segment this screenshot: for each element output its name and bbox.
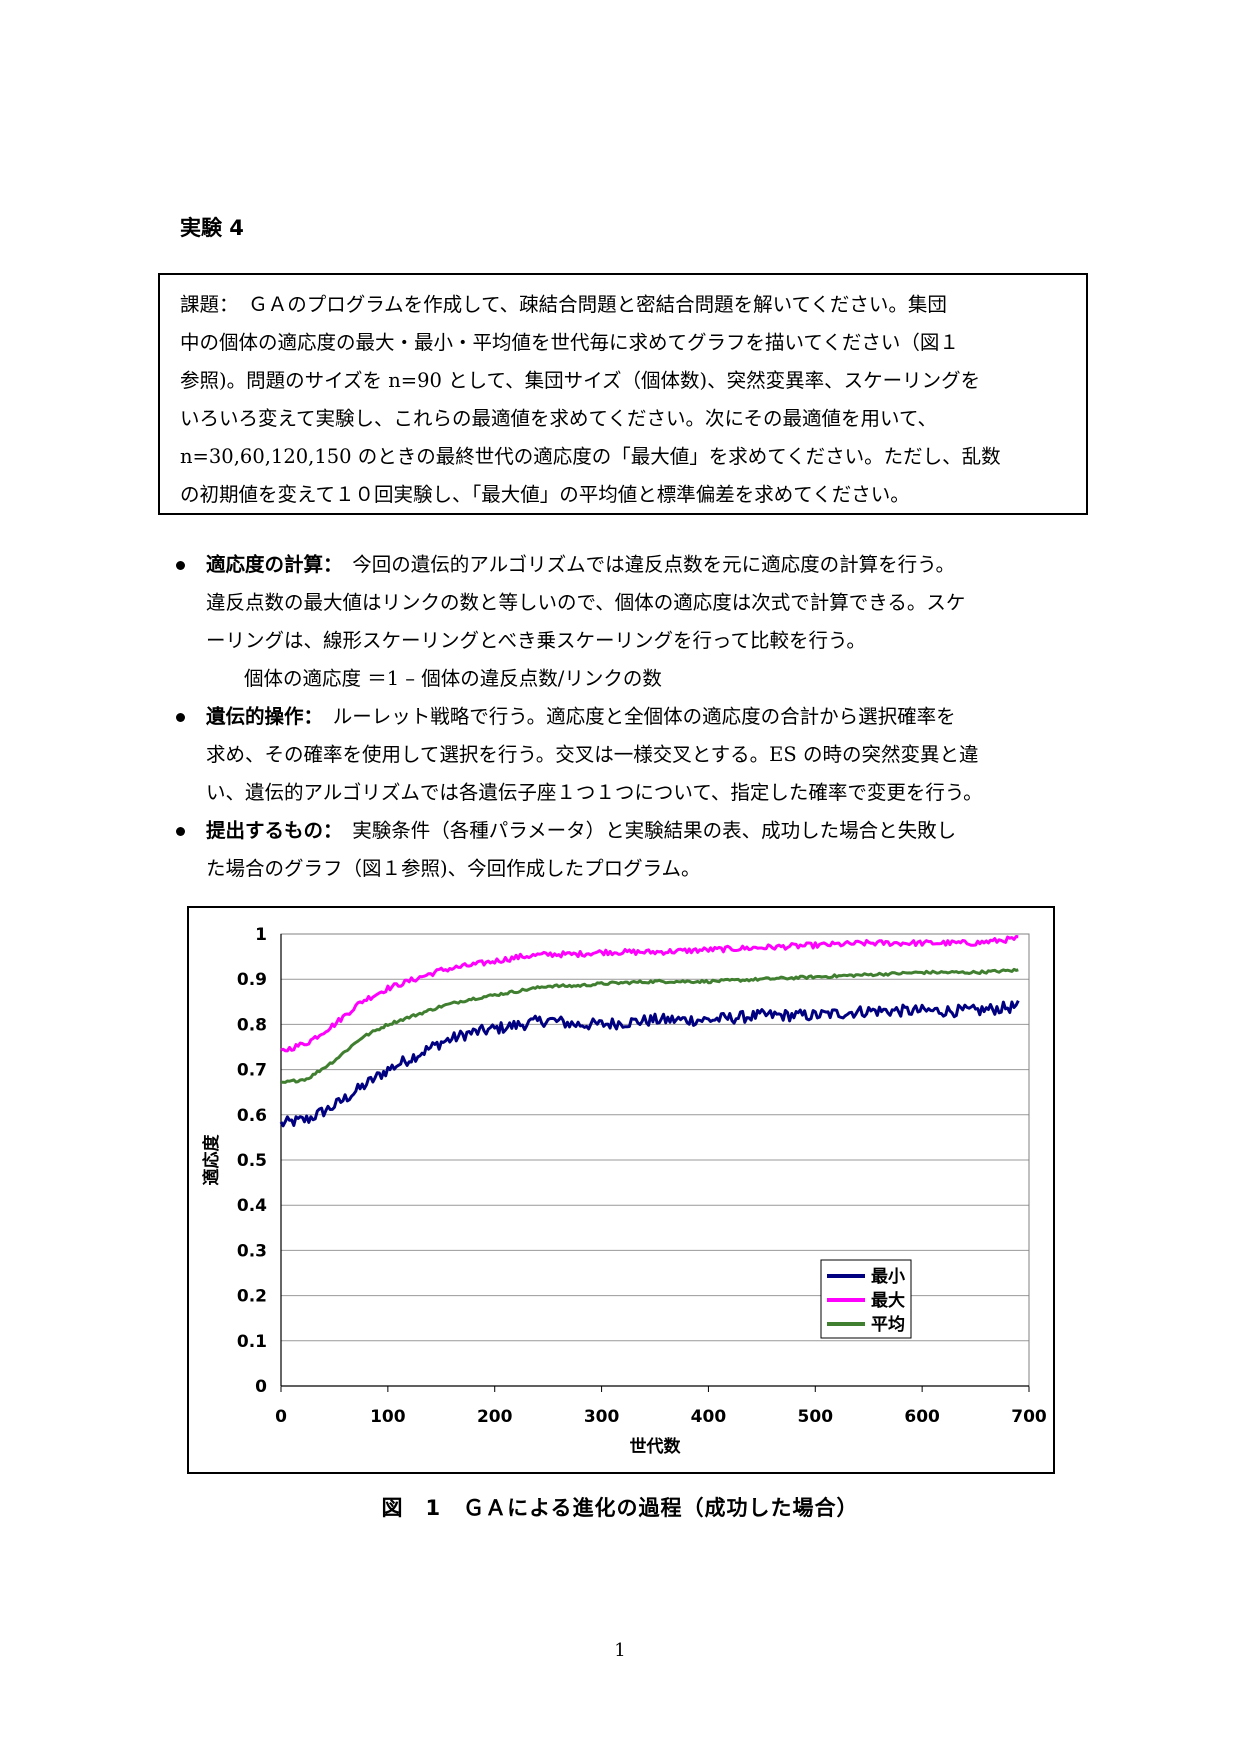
task-box: 課題： ＧＡのプログラムを作成して、疎結合問題と密結合問題を解いてください。集団… bbox=[158, 273, 1088, 515]
bullet-text: い、遺伝的アルゴリズムでは各遺伝子座１つ１つについて、指定した確率で変更を行う。 bbox=[206, 781, 983, 804]
page-number: 1 bbox=[614, 1640, 626, 1661]
legend-label: 最小 bbox=[871, 1267, 905, 1287]
legend-label: 最大 bbox=[871, 1290, 905, 1311]
fitness-chart: 0 0.1 0.2 0.3 0.4 0.5 0.6 0.7 0.8 0.9 1 0 100 200 300 4… bbox=[187, 906, 1055, 1474]
bullet-item: 遺伝的操作： ルーレット戦略で行う。適応度と全個体の適応度の合計から選択確率を bbox=[206, 700, 956, 729]
y-tick-label: 0.3 bbox=[237, 1241, 267, 1261]
bullet-dot-icon bbox=[176, 713, 185, 722]
x-tick-label: 700 bbox=[1011, 1407, 1047, 1427]
bullet-text: ーリングは、線形スケーリングとべき乗スケーリングを行って比較を行う。 bbox=[206, 629, 866, 652]
figure-caption: 図 1 ＧＡによる進化の過程（成功した場合） bbox=[381, 1496, 859, 1520]
y-tick-label: 0.9 bbox=[237, 970, 267, 990]
y-tick-label: 0.8 bbox=[237, 1015, 267, 1035]
bullet-dot-icon bbox=[176, 561, 185, 570]
y-tick-label: 0.1 bbox=[237, 1332, 267, 1352]
y-tick-label: 0.6 bbox=[237, 1106, 267, 1126]
bullet-item: 提出するもの： 実験条件（各種パラメータ）と実験結果の表、成功した場合と失敗し bbox=[206, 814, 956, 843]
bullet-text: 今回の遺伝的アルゴリズムでは違反点数を元に適応度の計算を行う。 bbox=[332, 553, 956, 576]
fitness-formula: 個体の適応度 ＝1 – 個体の違反点数/リンクの数 bbox=[244, 667, 662, 690]
series-line bbox=[279, 1000, 1020, 1128]
task-line: の初期値を変えて１０回実験し、「最大値」の平均値と標準偏差を求めてください。 bbox=[180, 483, 910, 506]
series-line bbox=[280, 967, 1019, 1084]
bullet-dot-icon bbox=[176, 827, 185, 836]
bullet-text: た場合のグラフ（図１参照)、今回作成したプログラム。 bbox=[206, 857, 701, 880]
x-tick-label: 0 bbox=[275, 1407, 287, 1427]
bullet-text: 実験条件（各種パラメータ）と実験結果の表、成功した場合と失敗し bbox=[332, 819, 957, 842]
bullet-text: 求め、その確率を使用して選択を行う。交叉は一様交叉とする。ES の時の突然変異と… bbox=[206, 743, 979, 766]
task-line: 課題： ＧＡのプログラムを作成して、疎結合問題と密結合問題を解いてください。集団 bbox=[180, 293, 947, 316]
bullet-term: 適応度の計算： bbox=[206, 553, 333, 576]
task-line: 参照)。問題のサイズを n=90 として、集団サイズ（個体数)、突然変異率、スケ… bbox=[180, 369, 981, 392]
y-tick-label: 1 bbox=[255, 925, 267, 945]
chart-canvas: 0 0.1 0.2 0.3 0.4 0.5 0.6 0.7 0.8 0.9 1 0 100 200 300 4… bbox=[201, 925, 1047, 1457]
legend-label: 平均 bbox=[871, 1314, 905, 1335]
x-tick-label: 600 bbox=[904, 1407, 940, 1427]
y-tick-label: 0.5 bbox=[237, 1151, 267, 1171]
y-tick-label: 0 bbox=[255, 1377, 267, 1397]
bullet-item: 適応度の計算： 今回の遺伝的アルゴリズムでは違反点数を元に適応度の計算を行う。 bbox=[206, 548, 955, 577]
bullet-text: ルーレット戦略で行う。適応度と全個体の適応度の合計から選択確率を bbox=[313, 705, 956, 728]
bullet-term: 遺伝的操作： bbox=[206, 705, 314, 728]
bullet-text: 違反点数の最大値はリンクの数と等しいので、個体の適応度は次式で計算できる。スケ bbox=[206, 591, 966, 614]
x-tick-label: 500 bbox=[798, 1407, 834, 1427]
task-line: いろいろ変えて実験し、これらの最適値を求めてください。次にその最適値を用いて、 bbox=[180, 407, 937, 430]
section-heading: 実験 4 bbox=[180, 216, 244, 240]
x-tick-label: 100 bbox=[370, 1407, 406, 1427]
y-tick-label: 0.2 bbox=[237, 1287, 267, 1307]
x-tick-label: 300 bbox=[584, 1407, 620, 1427]
y-tick-label: 0.4 bbox=[237, 1196, 267, 1216]
chart-series bbox=[279, 935, 1020, 1128]
chart-axes: 0 0.1 0.2 0.3 0.4 0.5 0.6 0.7 0.8 0.9 1 0 100 200 300 4… bbox=[237, 925, 1047, 1427]
chart-grid bbox=[281, 933, 1029, 1342]
y-tick-label: 0.7 bbox=[237, 1061, 267, 1081]
bullet-term: 提出するもの： bbox=[206, 819, 333, 842]
x-tick-label: 200 bbox=[477, 1407, 513, 1427]
task-line: 中の個体の適応度の最大・最小・平均値を世代毎に求めてグラフを描いてください（図１ bbox=[180, 331, 959, 354]
x-axis-label: 世代数 bbox=[630, 1436, 682, 1457]
y-axis-label: 適応度 bbox=[201, 1134, 222, 1186]
series-line bbox=[280, 935, 1019, 1053]
task-line: n=30,60,120,150 のときの最終世代の適応度の「最大値」を求めてくだ… bbox=[180, 445, 1001, 468]
x-tick-label: 400 bbox=[691, 1407, 727, 1427]
